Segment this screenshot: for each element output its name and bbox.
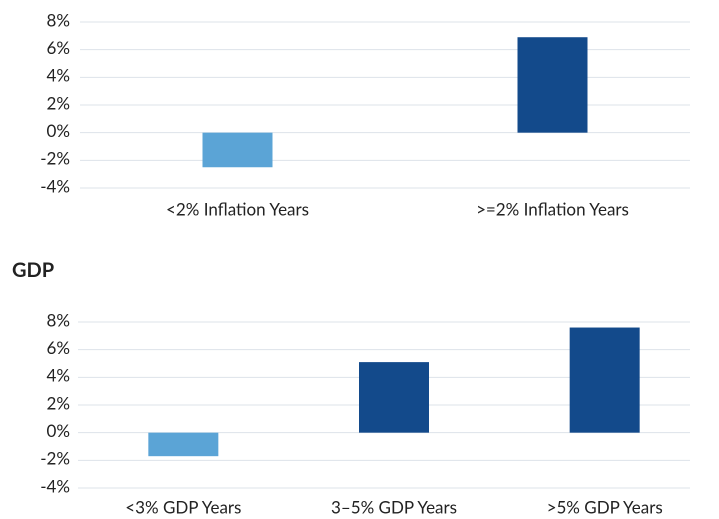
bar bbox=[148, 432, 219, 457]
y-tick-label: 2% bbox=[47, 392, 71, 413]
x-tick-label: <2% Inflation Years bbox=[166, 198, 309, 219]
y-tick-label: -2% bbox=[40, 448, 70, 469]
x-tick-label: <3% GDP Years bbox=[125, 496, 241, 517]
chart-title: GDP bbox=[12, 258, 54, 282]
y-tick-label: -4% bbox=[40, 175, 70, 196]
y-tick-label: 0% bbox=[47, 120, 71, 141]
x-tick-label: 3–5% GDP Years bbox=[331, 496, 457, 517]
y-tick-label: 8% bbox=[47, 309, 71, 330]
y-tick-label: 0% bbox=[47, 420, 71, 441]
bar bbox=[359, 362, 429, 433]
y-tick-label: 6% bbox=[47, 37, 71, 58]
y-tick-label: -2% bbox=[40, 148, 70, 169]
x-tick-label: >=2% Inflation Years bbox=[476, 198, 629, 219]
y-tick-label: 8% bbox=[47, 9, 71, 30]
x-tick-label: >5% GDP Years bbox=[547, 496, 663, 517]
y-tick-label: 2% bbox=[47, 92, 71, 113]
y-tick-label: 4% bbox=[47, 365, 71, 386]
bar bbox=[202, 132, 273, 168]
y-tick-label: 6% bbox=[47, 337, 71, 358]
y-tick-label: 4% bbox=[47, 65, 71, 86]
bar bbox=[517, 37, 588, 133]
bar bbox=[569, 327, 640, 433]
y-tick-label: -4% bbox=[40, 475, 70, 496]
